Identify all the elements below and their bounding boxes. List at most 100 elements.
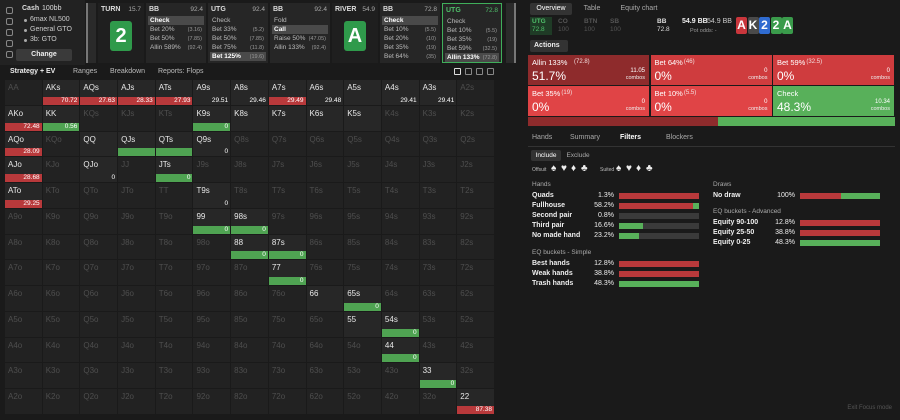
hand-cell[interactable]: Q2o [80, 389, 118, 414]
tree-option[interactable]: Allin 589% (92.4) [148, 43, 204, 52]
hand-cell[interactable]: A8o [5, 234, 42, 260]
hand-cell[interactable]: T7o [155, 260, 193, 286]
action-tile[interactable]: Bet 10% (5.5) 0% 0 combos [650, 86, 772, 116]
hand-cell[interactable]: 64o [306, 337, 344, 363]
tree-forward[interactable] [506, 3, 516, 63]
suit-filter[interactable]: ♠ [616, 163, 622, 174]
tree-option[interactable]: Bet 35% (19) [445, 35, 499, 44]
hand-cell[interactable]: K5o [42, 311, 80, 337]
action-tile[interactable]: Bet 59% (32.5) 0% 0 combos [773, 55, 894, 85]
hand-cell[interactable]: Q2s [457, 131, 494, 157]
hand-cell[interactable]: 53o [344, 363, 381, 389]
action-tile[interactable]: Check 48.3% 10.34 combos [773, 86, 894, 116]
player-column[interactable]: UTG 92.4 Check Bet 33% (5.2) Bet 50% (7.85) Bet… [208, 3, 268, 63]
hand-cell[interactable]: TT [155, 183, 193, 208]
hand-cell[interactable]: 95s [344, 208, 381, 234]
hand-cell[interactable]: T3s [419, 183, 457, 208]
tree-option[interactable]: Fold [272, 16, 328, 25]
hand-cell[interactable]: KQs [80, 105, 118, 131]
hand-cell[interactable]: K3o [42, 363, 80, 389]
hand-cell[interactable]: 83o [231, 363, 268, 389]
hand-cell[interactable]: 84o [231, 337, 268, 363]
suit-filter[interactable]: ♠ [551, 163, 557, 174]
hand-cell[interactable]: 96o [193, 286, 231, 311]
panel-tab[interactable]: Table [583, 5, 601, 12]
tree-option[interactable]: Bet 50% (7.85) [148, 34, 204, 43]
player-column[interactable]: UTG 72.8 Check Bet 10% (5.5) Bet 35% (19) Bet 5… [442, 3, 502, 63]
hand-cell[interactable]: AKs 70.72 [42, 80, 80, 105]
hand-cell[interactable]: Q9o [80, 208, 118, 234]
hand-cell[interactable]: Q4s [381, 131, 419, 157]
hand-cell[interactable]: 94o [193, 337, 231, 363]
hand-cell[interactable]: 94s [381, 208, 419, 234]
hand-cell[interactable]: 53s [419, 311, 457, 337]
hand-cell[interactable]: A7s 29.49 [268, 80, 306, 105]
hand-cell[interactable]: 22 87.38 [457, 389, 494, 414]
hand-cell[interactable]: A3s 29.41 [419, 80, 457, 105]
sub-tab[interactable]: Blockers [666, 134, 693, 141]
tree-option[interactable]: Raise 50% (47.05) [272, 34, 328, 43]
hand-cell[interactable]: 33 0 [419, 363, 457, 389]
hand-cell[interactable]: 66 [306, 286, 344, 311]
tree-option[interactable]: Bet 35% (19) [382, 43, 438, 52]
hand-cell[interactable]: Q6s [306, 131, 344, 157]
toolbar-tab[interactable]: Ranges [73, 68, 98, 75]
hand-cell[interactable]: 85s [344, 234, 381, 260]
hand-cell[interactable]: 43o [381, 363, 419, 389]
hand-cell[interactable]: KQo [42, 131, 80, 157]
hand-cell[interactable]: Q7o [80, 260, 118, 286]
hand-cell[interactable]: 96s [306, 208, 344, 234]
hand-cell[interactable]: A2s [457, 80, 494, 105]
hand-cell[interactable]: A3o [5, 363, 42, 389]
hand-cell[interactable]: 93s [419, 208, 457, 234]
hand-cell[interactable]: AQo 28.09 [5, 131, 42, 157]
hand-cell[interactable]: K8s [231, 105, 268, 131]
hand-cell[interactable]: QQ [80, 131, 118, 157]
hand-cell[interactable]: 98o [193, 234, 231, 260]
hand-cell[interactable]: AJo 28.68 [5, 157, 42, 183]
hand-cell[interactable]: AJs 28.33 [118, 80, 155, 105]
hand-cell[interactable]: 83s [419, 234, 457, 260]
hand-cell[interactable]: T8o [155, 234, 193, 260]
hand-cell[interactable]: A4o [5, 337, 42, 363]
hand-cell[interactable]: J3o [118, 363, 155, 389]
strategy-dropdown[interactable]: Strategy + EV [10, 68, 56, 75]
toolbar-icon[interactable] [454, 68, 461, 75]
hand-cell[interactable]: T2o [155, 389, 193, 414]
hand-cell[interactable]: 98s 0 [231, 208, 268, 234]
suit-filter[interactable]: ♥ [561, 163, 567, 174]
hand-cell[interactable]: 92s [457, 208, 494, 234]
sub-tab[interactable]: Filters [620, 134, 642, 141]
hand-cell[interactable]: 87s 0 [268, 234, 306, 260]
hand-cell[interactable]: 93o [193, 363, 231, 389]
hand-cell[interactable]: J6o [118, 286, 155, 311]
tree-option[interactable]: Bet 125% (19.6) [210, 52, 266, 61]
hand-cell[interactable]: 44 0 [381, 337, 419, 363]
hand-cell[interactable]: 82o [231, 389, 268, 414]
hand-cell[interactable]: K5s [344, 105, 381, 131]
hand-cell[interactable]: Q7s [268, 131, 306, 157]
hand-cell[interactable]: 55 [344, 311, 381, 337]
hand-cell[interactable]: KTo [42, 183, 80, 208]
hand-cell[interactable]: 64s [381, 286, 419, 311]
panel-tab[interactable]: Equity chart [620, 5, 658, 12]
hand-cell[interactable]: J4s [381, 157, 419, 183]
toolbar-icon[interactable] [476, 68, 483, 75]
hand-cell[interactable]: 97o [193, 260, 231, 286]
hand-cell[interactable]: 73s [419, 260, 457, 286]
tree-option[interactable]: Bet 75% (11.8) [210, 43, 266, 52]
hand-cell[interactable]: K9s 0 [193, 105, 231, 131]
hand-cell[interactable]: A6o [5, 286, 42, 311]
tree-option[interactable]: Check [148, 16, 204, 25]
hand-cell[interactable]: J2o [118, 389, 155, 414]
tree-option[interactable]: Bet 20% (3.16) [148, 25, 204, 34]
hand-cell[interactable]: T8s [231, 183, 268, 208]
tree-option[interactable]: Check [382, 16, 438, 25]
hand-cell[interactable]: T2s [457, 183, 494, 208]
tree-option[interactable]: Check [210, 16, 266, 25]
panel-tab[interactable]: Overview [530, 3, 572, 15]
hand-cell[interactable]: K2o [42, 389, 80, 414]
actions-dropdown[interactable]: Actions [530, 40, 568, 52]
player-column[interactable]: BB 92.4 Fold Call Raise 50% (47.05) Allin 133%… [270, 3, 330, 63]
change-button[interactable]: Change [16, 49, 72, 61]
